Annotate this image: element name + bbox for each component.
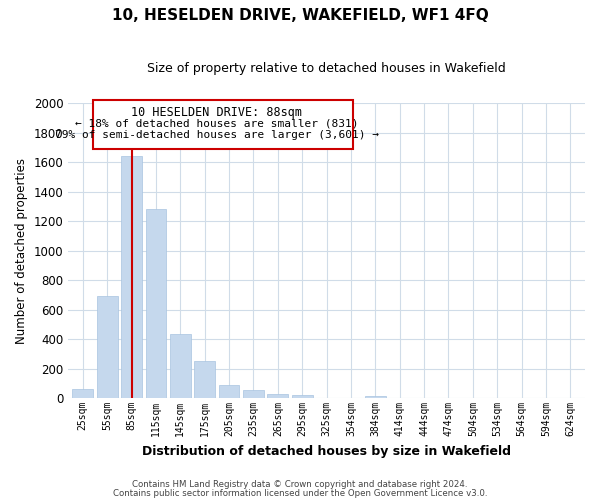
Bar: [292, 395, 313, 398]
Text: Contains HM Land Registry data © Crown copyright and database right 2024.: Contains HM Land Registry data © Crown c…: [132, 480, 468, 489]
Text: ← 18% of detached houses are smaller (831): ← 18% of detached houses are smaller (83…: [75, 118, 359, 128]
Bar: [365, 396, 386, 398]
Text: 79% of semi-detached houses are larger (3,601) →: 79% of semi-detached houses are larger (…: [55, 130, 379, 140]
Bar: [121, 156, 142, 398]
Y-axis label: Number of detached properties: Number of detached properties: [15, 158, 28, 344]
Bar: [170, 334, 191, 398]
Bar: [73, 388, 93, 398]
FancyBboxPatch shape: [92, 100, 353, 149]
Bar: [146, 208, 166, 398]
Bar: [219, 385, 239, 398]
X-axis label: Distribution of detached houses by size in Wakefield: Distribution of detached houses by size …: [142, 444, 511, 458]
Text: 10, HESELDEN DRIVE, WAKEFIELD, WF1 4FQ: 10, HESELDEN DRIVE, WAKEFIELD, WF1 4FQ: [112, 8, 488, 22]
Text: 10 HESELDEN DRIVE: 88sqm: 10 HESELDEN DRIVE: 88sqm: [131, 106, 302, 119]
Text: Contains public sector information licensed under the Open Government Licence v3: Contains public sector information licen…: [113, 488, 487, 498]
Bar: [268, 394, 288, 398]
Title: Size of property relative to detached houses in Wakefield: Size of property relative to detached ho…: [147, 62, 506, 76]
Bar: [97, 296, 118, 398]
Bar: [194, 360, 215, 398]
Bar: [243, 390, 264, 398]
